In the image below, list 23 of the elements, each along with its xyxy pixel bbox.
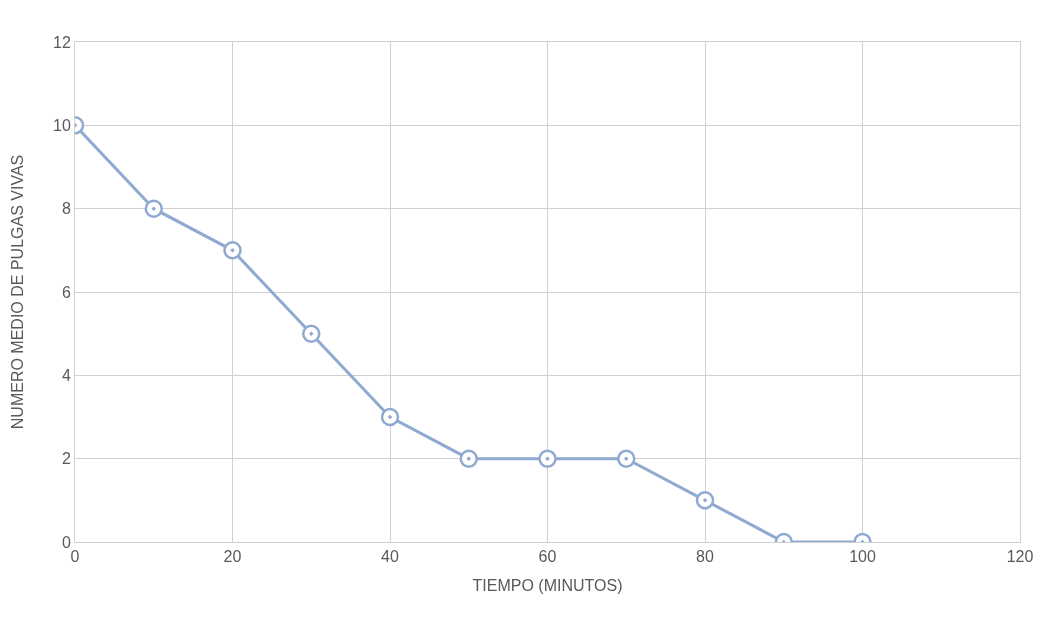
point [459,449,478,468]
y-tick-label: 8 [61,200,71,218]
point [302,324,321,343]
y-tick-label: 0 [61,533,71,551]
point [223,241,242,260]
x-tick-label: 100 [849,548,876,566]
y-tick-label: 2 [61,450,71,468]
point [695,491,715,510]
x-axis-title: TIEMPO (MINUTOS) [472,576,623,594]
x-tick-label: 120 [1006,548,1034,566]
point [144,199,163,218]
point [538,449,557,468]
point [380,407,400,427]
x-tick-label: 40 [381,548,399,566]
x-tick-label: 20 [223,548,242,566]
y-tick-label: 4 [61,366,71,384]
y-axis-title: NUMERO MEDIO DE PULGAS VIVAS [8,154,26,430]
point [617,449,636,468]
y-tick-label: 6 [61,283,71,301]
x-tick-label: 80 [696,548,714,566]
y-tick-label: 10 [53,116,71,134]
x-tick-label: 60 [538,548,557,566]
y-tick-label: 12 [53,33,71,51]
